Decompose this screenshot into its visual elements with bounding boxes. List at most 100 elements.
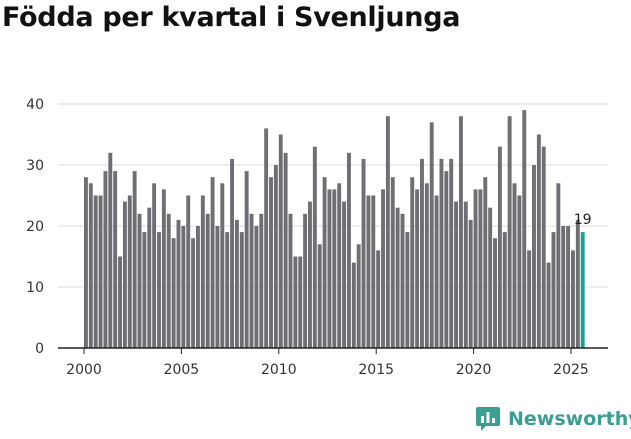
bar [551, 232, 556, 348]
bar [113, 171, 118, 348]
bar [424, 183, 429, 348]
bar [502, 232, 507, 348]
bar [512, 183, 517, 348]
bar [254, 226, 259, 348]
bar [322, 177, 327, 348]
bar [249, 213, 254, 348]
bar [288, 213, 293, 348]
bar [449, 158, 454, 348]
x-tick-label: 2025 [553, 362, 589, 378]
bar [517, 195, 522, 348]
x-tick-label: 2010 [261, 362, 297, 378]
bar [234, 219, 239, 348]
bar [405, 232, 410, 348]
y-tick-label: 0 [35, 341, 44, 357]
bar [468, 219, 473, 348]
bar [376, 250, 381, 348]
bar [532, 165, 536, 348]
bar [493, 238, 497, 348]
bar [210, 177, 215, 348]
bar [98, 195, 103, 348]
bar [575, 219, 580, 348]
y-tick-label: 20 [26, 219, 44, 235]
bar [541, 146, 546, 348]
bar [239, 232, 244, 348]
bar [166, 213, 171, 348]
brand-logo[interactable]: Newsworthy [476, 407, 631, 431]
bar [561, 226, 566, 348]
x-tick-label: 2005 [164, 362, 200, 378]
bar [571, 250, 575, 348]
brand-name: Newsworthy [508, 408, 631, 430]
bar [118, 256, 122, 348]
bar [395, 207, 400, 348]
bar [473, 189, 478, 348]
bar [356, 244, 361, 348]
bars [84, 110, 585, 348]
bar [308, 201, 312, 348]
bar [205, 213, 210, 348]
bar [147, 207, 152, 348]
bar [454, 201, 459, 348]
bar [93, 195, 98, 348]
bar [127, 195, 132, 348]
bar [390, 177, 395, 348]
bar [483, 177, 488, 348]
chart-title: Födda per kvartal i Svenljunga [2, 2, 461, 33]
bar [371, 195, 376, 348]
bar [215, 226, 220, 348]
x-tick-label: 2015 [358, 362, 394, 378]
bar [186, 195, 191, 348]
bar [346, 152, 351, 348]
bar [152, 183, 157, 348]
bar [220, 183, 225, 348]
bar [88, 183, 93, 348]
bar [137, 213, 142, 348]
bar [327, 189, 332, 348]
bar [400, 213, 405, 348]
bar [536, 134, 541, 348]
bar [142, 232, 147, 348]
bar [103, 171, 108, 348]
bar [264, 128, 269, 348]
newsworthy-logo-icon [476, 407, 500, 431]
bar [507, 116, 512, 348]
bar [181, 226, 186, 348]
bar [385, 116, 390, 348]
bar [259, 213, 264, 348]
bar [439, 158, 444, 348]
bar [298, 256, 303, 348]
bar [420, 158, 424, 348]
bar [566, 226, 571, 348]
bar-latest [580, 232, 585, 348]
bar [303, 213, 308, 348]
bar [273, 165, 278, 348]
bar [337, 183, 342, 348]
bar [278, 134, 283, 348]
y-tick-label: 40 [26, 97, 44, 113]
bar [293, 256, 298, 348]
y-tick-label: 10 [26, 280, 44, 296]
bar [157, 232, 161, 348]
bar [556, 183, 561, 348]
bar [132, 171, 137, 348]
x-tick-label: 2020 [456, 362, 492, 378]
bar [522, 110, 527, 348]
bar [312, 146, 317, 348]
bar [351, 262, 356, 348]
bar [171, 238, 176, 348]
last-value-label: 19 [574, 212, 592, 228]
bar [478, 189, 483, 348]
bar [161, 189, 166, 348]
y-tick-label: 30 [26, 158, 44, 174]
bar [225, 232, 230, 348]
bar [381, 189, 385, 348]
bar [108, 152, 113, 348]
bar [366, 195, 371, 348]
x-tick-label: 2000 [66, 362, 102, 378]
bar [546, 262, 551, 348]
bar [269, 177, 273, 348]
bar [317, 244, 322, 348]
y-axis: 0 10 20 30 40 [26, 97, 44, 357]
bar [84, 177, 88, 348]
